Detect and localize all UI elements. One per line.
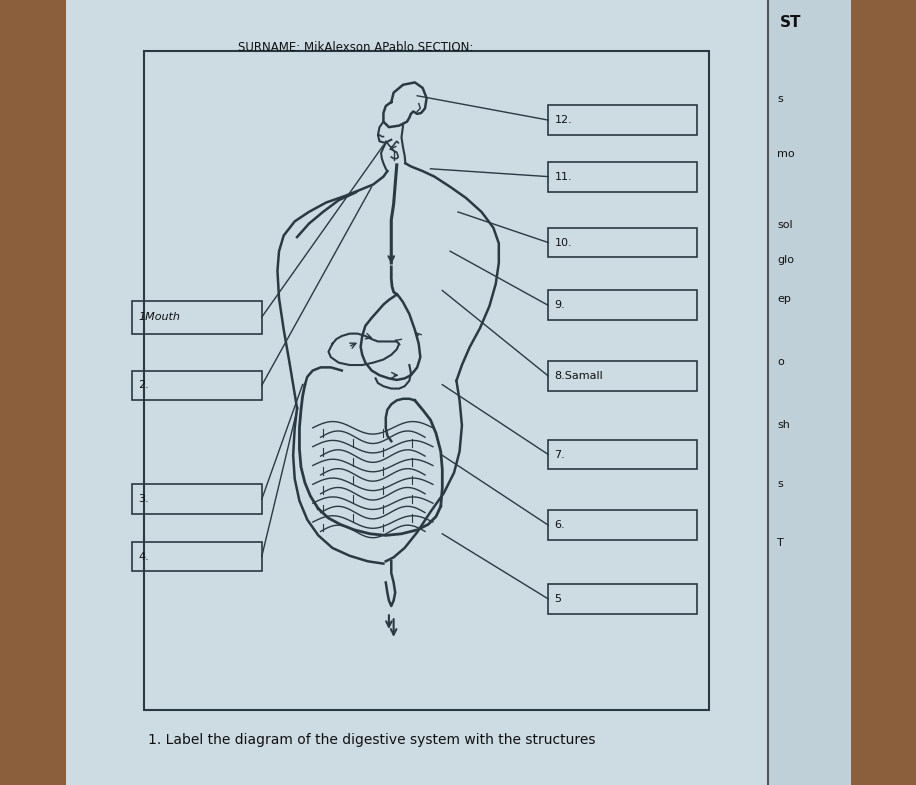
Text: ST: ST	[780, 16, 802, 31]
Text: o: o	[778, 357, 784, 367]
Bar	[549, 228, 697, 257]
Text: 4.: 4.	[138, 552, 149, 561]
Bar	[132, 371, 262, 400]
Bar	[549, 105, 697, 135]
Text: 7.: 7.	[554, 450, 565, 459]
Text: 6.: 6.	[554, 520, 565, 530]
Bar	[549, 440, 697, 469]
Bar	[132, 484, 262, 514]
Bar	[549, 510, 697, 540]
Text: 2.: 2.	[138, 381, 149, 390]
Bar	[549, 584, 697, 614]
Bar	[549, 162, 697, 192]
Text: 8.Samall: 8.Samall	[554, 371, 604, 381]
Text: 9.: 9.	[554, 301, 565, 310]
Bar	[144, 51, 709, 710]
Text: T: T	[778, 538, 784, 548]
Bar	[549, 290, 697, 320]
Text: 1Mouth: 1Mouth	[138, 312, 180, 322]
Text: sol: sol	[778, 220, 793, 230]
Text: mo: mo	[778, 149, 795, 159]
Text: ep: ep	[778, 294, 791, 305]
Bar	[132, 542, 262, 571]
Bar	[769, 0, 850, 785]
Text: SURNAME: MikAlexson APablo SECTION:: SURNAME: MikAlexson APablo SECTION:	[238, 41, 474, 54]
Text: 10.: 10.	[554, 238, 572, 247]
Text: s: s	[778, 479, 783, 489]
Text: 1. Label the diagram of the digestive system with the structures: 1. Label the diagram of the digestive sy…	[147, 733, 595, 747]
Text: s: s	[778, 94, 783, 104]
Text: 3.: 3.	[138, 495, 149, 504]
Text: 11.: 11.	[554, 172, 572, 181]
Text: glo: glo	[778, 255, 794, 265]
Text: 12.: 12.	[554, 115, 572, 125]
Text: 5: 5	[554, 594, 562, 604]
Bar	[549, 361, 697, 391]
Bar	[66, 0, 769, 785]
Text: sh: sh	[778, 420, 791, 430]
Bar	[132, 301, 262, 334]
